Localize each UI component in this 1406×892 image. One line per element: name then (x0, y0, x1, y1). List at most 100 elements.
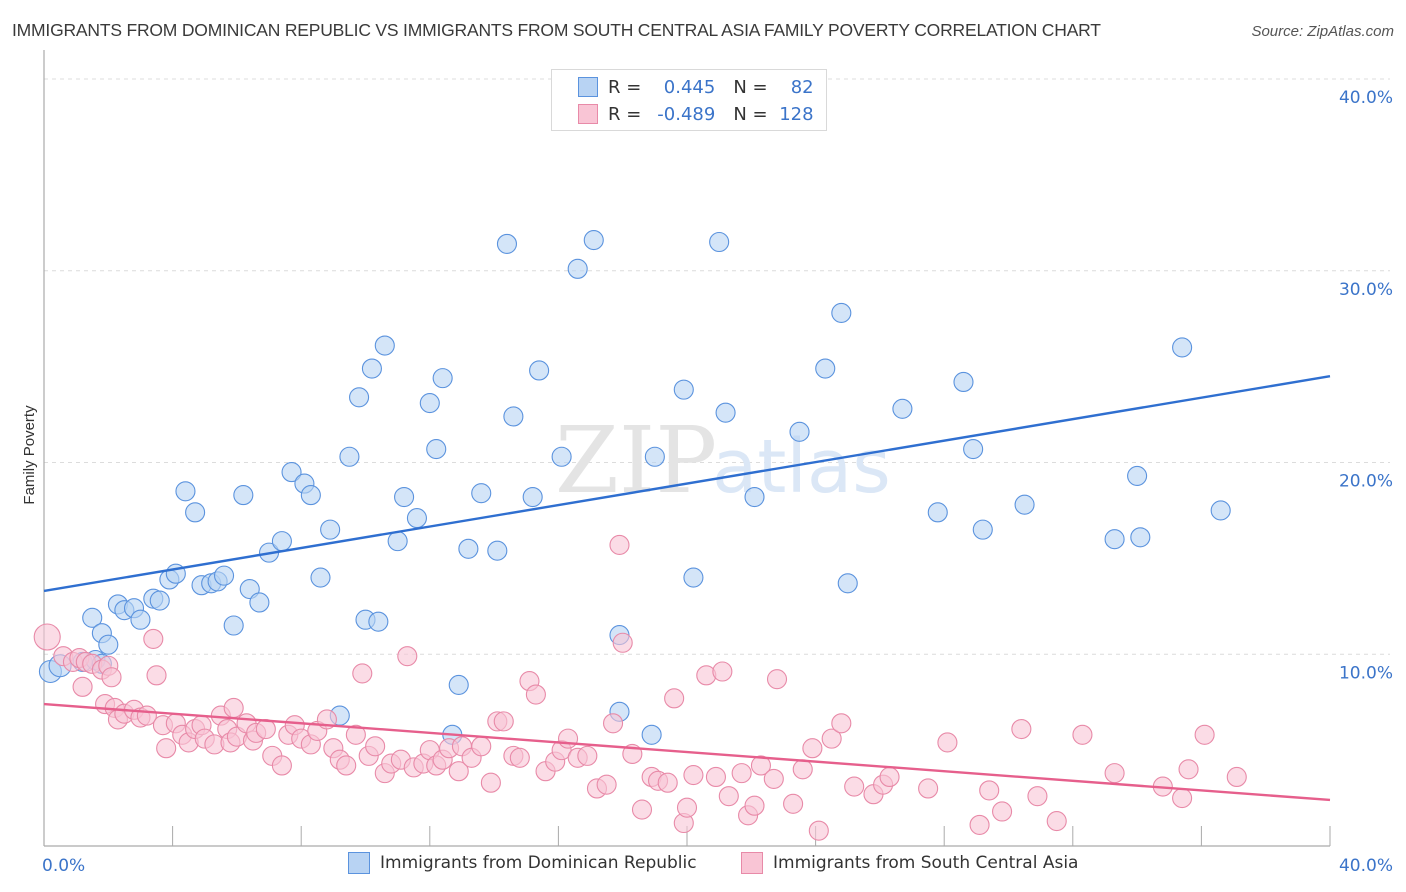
trend-lines (43, 375, 1331, 802)
data-point-south-central-asia (577, 745, 598, 766)
legend-item-dominican[interactable]: Immigrants from Dominican Republic (348, 852, 697, 874)
data-point-south-central-asia (448, 761, 469, 782)
data-point-south-central-asia (683, 765, 704, 786)
data-point-dominican-republic (683, 567, 704, 588)
data-point-south-central-asia (345, 724, 366, 745)
source-label: Source: ZipAtlas.com (1251, 23, 1394, 40)
data-point-south-central-asia (1178, 759, 1199, 780)
data-point-dominican-republic (567, 258, 588, 279)
data-point-south-central-asia (918, 778, 939, 799)
data-point-dominican-republic (789, 421, 810, 442)
data-point-dominican-republic (471, 483, 492, 504)
data-point-south-central-asia (844, 776, 865, 797)
data-point-dominican-republic (406, 508, 427, 529)
data-point-south-central-asia (705, 766, 726, 788)
data-point-dominican-republic (320, 519, 341, 540)
data-point-south-central-asia (831, 713, 852, 734)
y-tick-label: 30.0% (1339, 280, 1393, 300)
blue-swatch-icon (348, 852, 370, 874)
data-point-south-central-asia (156, 738, 177, 759)
data-point-south-central-asia (609, 534, 630, 556)
data-point-south-central-asia (1011, 718, 1032, 740)
data-point-dominican-republic (641, 724, 662, 745)
y-tick-label: 40.0% (1339, 88, 1393, 108)
data-point-dominican-republic (82, 607, 103, 628)
pink-swatch-icon (578, 104, 598, 124)
series-dominican-republic (38, 230, 1231, 745)
data-point-dominican-republic (583, 230, 604, 251)
series-legend: Immigrants from Dominican Republic Immig… (0, 852, 1406, 878)
r-value: 0.445 (663, 76, 716, 98)
legend-label: Immigrants from South Central Asia (773, 853, 1079, 873)
data-point-dominican-republic (185, 502, 206, 523)
data-point-dominican-republic (448, 674, 469, 695)
data-point-south-central-asia (612, 632, 633, 653)
data-point-south-central-asia (992, 801, 1013, 822)
data-point-south-central-asia (336, 755, 357, 776)
data-point-south-central-asia (72, 676, 93, 697)
data-point-dominican-republic (503, 406, 524, 427)
data-point-south-central-asia (101, 667, 122, 688)
data-point-south-central-asia (1172, 788, 1193, 809)
series-south-central-asia (33, 534, 1247, 841)
data-point-dominican-republic (432, 368, 453, 389)
n-label: N = (733, 103, 768, 125)
data-point-dominican-republic (644, 446, 665, 467)
data-point-south-central-asia (146, 665, 167, 686)
watermark-zip: ZIP (555, 407, 717, 514)
data-point-dominican-republic (715, 402, 736, 423)
legend-item-south-central-asia[interactable]: Immigrants from South Central Asia (741, 852, 1078, 874)
data-point-dominican-republic (249, 592, 270, 613)
n-value: 128 (779, 103, 814, 125)
data-point-south-central-asia (766, 669, 788, 690)
data-point-south-central-asia (143, 628, 164, 649)
data-point-dominican-republic (98, 634, 119, 655)
data-point-dominican-republic (963, 439, 984, 460)
data-point-dominican-republic (1172, 337, 1193, 358)
legend-row-dominican: R = 0.445 N = 82 (578, 75, 814, 99)
data-point-south-central-asia (255, 718, 276, 740)
data-point-south-central-asia (657, 772, 678, 793)
watermark: ZIP atlas (555, 407, 891, 514)
data-point-south-central-asia (596, 774, 617, 795)
data-point-dominican-republic (233, 485, 254, 506)
chart-title: IMMIGRANTS FROM DOMINICAN REPUBLIC VS IM… (12, 20, 1101, 40)
data-point-south-central-asia (1194, 724, 1215, 745)
data-point-dominican-republic (310, 567, 331, 588)
r-value: -0.489 (657, 103, 716, 125)
data-point-dominican-republic (673, 379, 694, 400)
data-point-south-central-asia (397, 646, 418, 667)
n-value: 82 (790, 76, 814, 98)
n-label: N = (733, 76, 768, 98)
data-point-south-central-asia (712, 661, 733, 682)
r-label: R = (608, 76, 642, 98)
data-point-dominican-republic (213, 565, 235, 586)
data-point-dominican-republic (487, 540, 508, 561)
trend-line-dominican-republic (43, 375, 1331, 593)
data-point-south-central-asia (1027, 786, 1048, 807)
data-point-south-central-asia (365, 736, 386, 757)
y-tick-label: 10.0% (1339, 663, 1393, 683)
data-point-dominican-republic (394, 486, 415, 508)
data-point-south-central-asia (525, 684, 546, 705)
data-point-south-central-asia (509, 747, 530, 768)
data-point-south-central-asia (750, 755, 771, 776)
data-point-dominican-republic (831, 302, 852, 323)
data-point-south-central-asia (879, 766, 900, 788)
data-point-dominican-republic (972, 519, 993, 540)
data-point-south-central-asia (480, 772, 501, 793)
data-point-south-central-asia (352, 663, 373, 684)
data-point-south-central-asia (792, 759, 813, 780)
data-point-south-central-asia (731, 763, 752, 784)
data-point-south-central-asia (808, 820, 829, 841)
data-point-south-central-asia (557, 728, 579, 749)
data-point-south-central-asia (631, 799, 653, 820)
data-point-south-central-asia (744, 795, 765, 816)
data-point-south-central-asia (603, 713, 624, 734)
data-point-south-central-asia (223, 697, 244, 718)
data-point-dominican-republic (271, 531, 292, 552)
data-point-dominican-republic (1210, 500, 1231, 521)
data-point-dominican-republic (349, 387, 370, 408)
y-tick-label: 20.0% (1339, 472, 1393, 492)
